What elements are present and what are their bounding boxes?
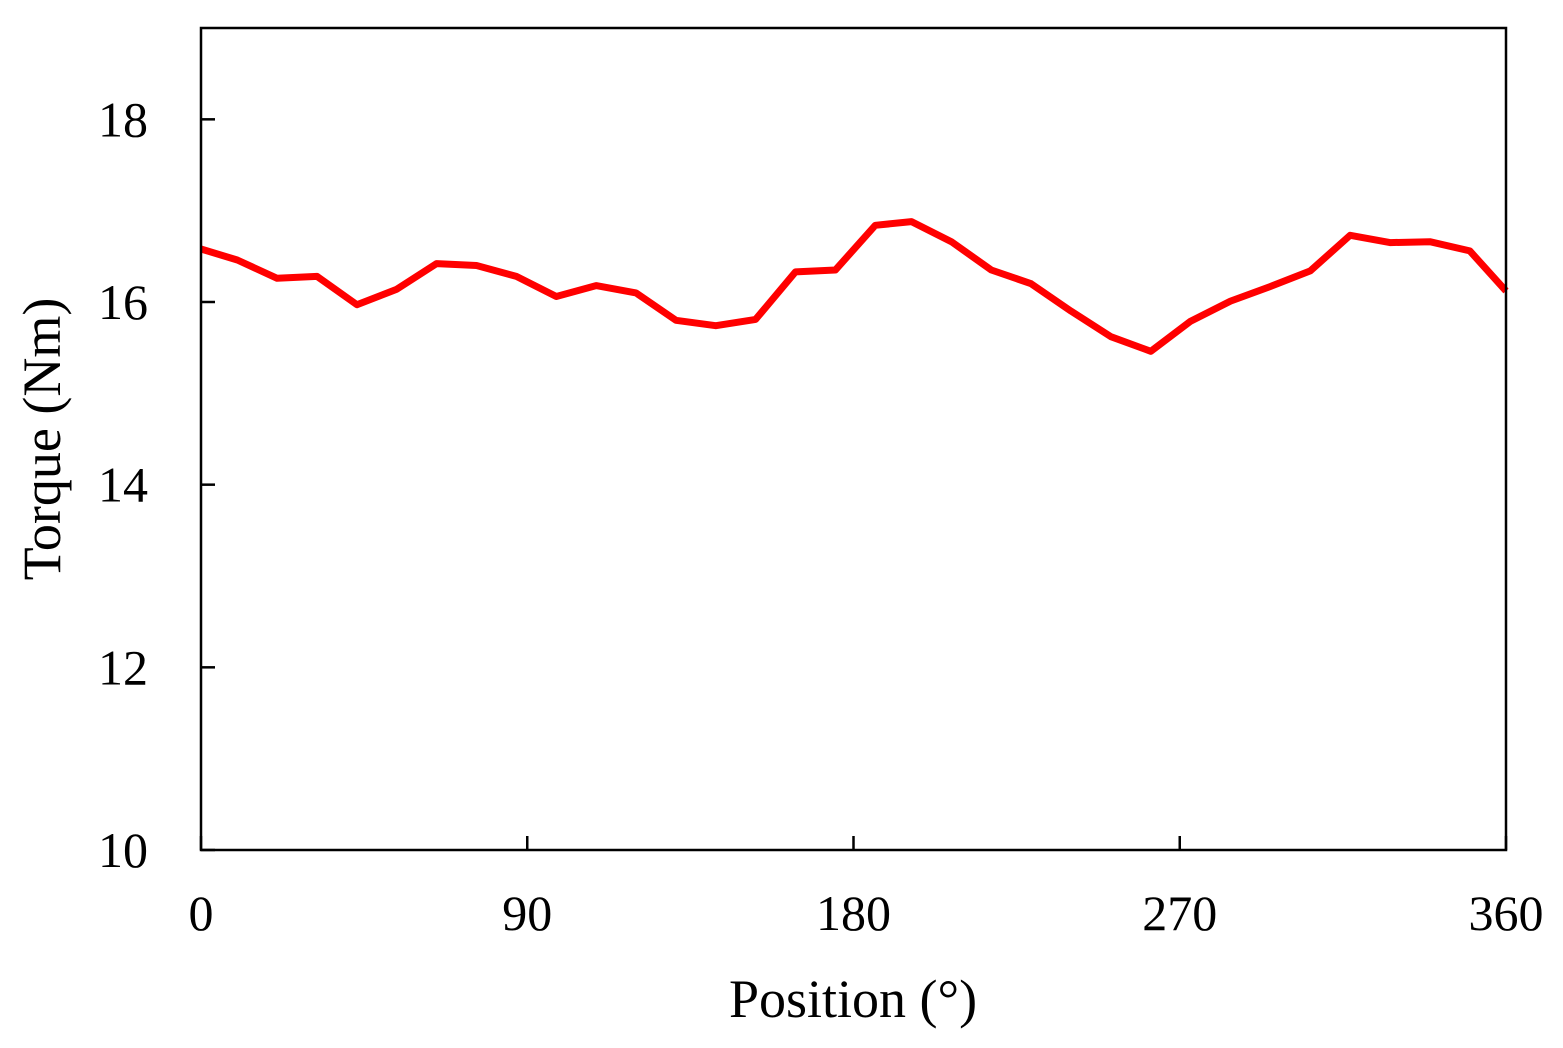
y-axis-title: Torque (Nm)	[12, 298, 72, 581]
y-tick-label: 14	[98, 457, 148, 513]
x-tick-label: 270	[1142, 885, 1217, 941]
x-axis-title: Position (°)	[729, 969, 977, 1029]
y-tick-label: 18	[98, 91, 148, 147]
series-line	[199, 218, 1509, 355]
series-layer	[199, 218, 1509, 355]
ticks-layer	[199, 118, 1508, 852]
y-tick-label: 10	[98, 822, 148, 878]
y-tick-label: 16	[98, 274, 148, 330]
plot-frame	[199, 26, 1508, 852]
labels-layer: 0 90 180 270 360 10 12 14 16 18	[98, 91, 1544, 941]
y-tick-label: 12	[98, 639, 148, 695]
x-tick-label: 0	[189, 885, 214, 941]
x-tick-label: 90	[502, 885, 552, 941]
x-tick-label: 180	[816, 885, 891, 941]
x-tick-label: 360	[1469, 885, 1544, 941]
